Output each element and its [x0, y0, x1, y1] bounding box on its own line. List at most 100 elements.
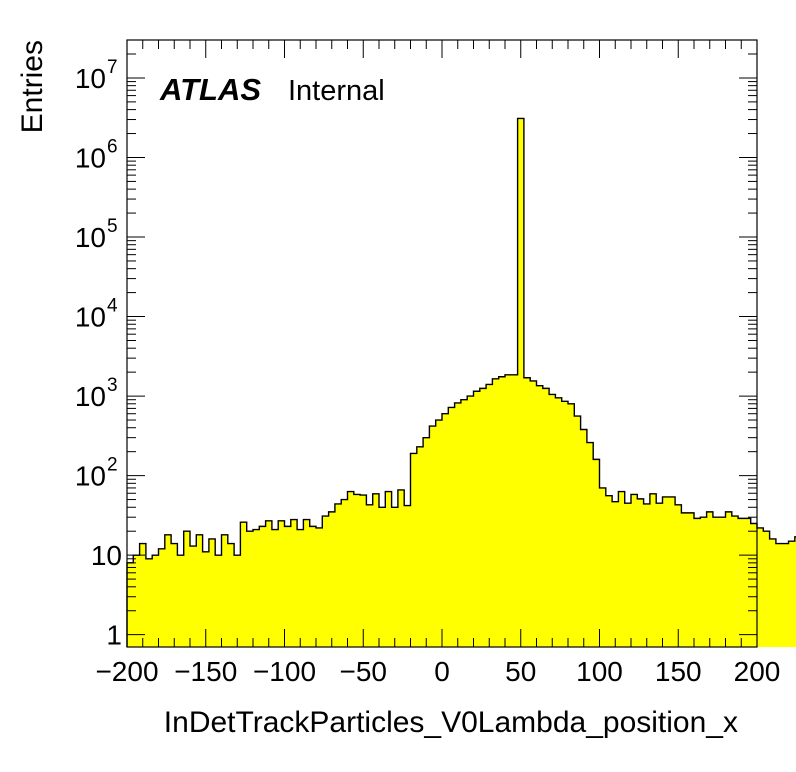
histogram-bin [574, 416, 581, 647]
histogram-bin [196, 534, 203, 647]
y-tick-exponent: 5 [107, 216, 118, 237]
histogram-bin [303, 519, 311, 647]
histogram-bin [738, 518, 745, 647]
x-tick-label: −150 [174, 656, 237, 687]
histogram-bin [316, 527, 323, 647]
histogram-bin [190, 546, 197, 647]
y-tick-exponent: 2 [107, 455, 118, 476]
histogram-bin [731, 516, 739, 647]
histogram-bin [700, 517, 707, 647]
x-tick-label: −200 [95, 656, 158, 687]
histogram-bin [530, 380, 537, 647]
histogram-bin [473, 391, 481, 647]
histogram-bin [328, 511, 336, 647]
histogram-bin [662, 496, 670, 647]
histogram-bin [202, 551, 210, 647]
histogram-bin [322, 516, 329, 647]
histogram-bin [675, 504, 682, 647]
histogram-bin [523, 377, 531, 647]
histogram-bin [631, 494, 638, 647]
x-axis-ticks [126, 40, 758, 647]
histogram-bin [404, 505, 411, 647]
histogram-bin [561, 401, 569, 647]
y-axis-ticks [127, 39, 757, 636]
histogram-bin [656, 503, 663, 647]
histogram-bin [712, 517, 720, 647]
histogram-bin [265, 520, 273, 647]
histogram-bin [284, 526, 292, 647]
histogram-bin [542, 388, 550, 647]
histogram-bin [385, 491, 392, 647]
histogram-bin [605, 495, 613, 647]
y-tick-label: 10 [75, 63, 106, 94]
histogram-bin [259, 526, 266, 647]
histogram-bin [668, 496, 676, 647]
x-tick-label: 200 [734, 656, 781, 687]
y-tick-exponent: 4 [107, 296, 118, 317]
histogram-bin [416, 446, 424, 647]
histogram-bin [763, 531, 770, 647]
histogram-bin [215, 555, 222, 647]
histogram-bin [788, 541, 796, 647]
histogram-bin [687, 512, 695, 647]
histogram-bin [290, 519, 298, 647]
histogram-bin [127, 562, 134, 647]
x-tick-label: 150 [655, 656, 702, 687]
histogram-bin [486, 384, 493, 647]
histogram-bin [794, 536, 796, 647]
histogram-bin [360, 495, 367, 647]
histogram-bin [498, 376, 506, 647]
histogram-bin [460, 399, 468, 647]
histogram-bin [782, 543, 789, 647]
histogram-bin [706, 511, 714, 647]
atlas-label: ATLAS [159, 72, 261, 107]
histogram-bin [555, 397, 563, 647]
histogram-bin [372, 493, 380, 647]
histogram-bin [234, 555, 241, 647]
y-tick-exponent: 6 [107, 136, 118, 157]
histogram-bin [278, 520, 285, 647]
histogram-bin [158, 548, 166, 647]
histogram-bin [549, 394, 556, 647]
histogram-bin [637, 498, 644, 647]
histogram-bin [517, 118, 525, 648]
histogram-bin [580, 429, 588, 647]
histogram-bin [133, 555, 140, 647]
histogram-bin [750, 523, 758, 647]
histogram-bin [221, 534, 229, 647]
histogram-bin [309, 526, 317, 647]
histogram-bin [448, 407, 455, 647]
histogram-bin [618, 491, 626, 647]
histogram-bin [423, 437, 430, 647]
histogram-bin [649, 493, 657, 647]
histogram-bin [271, 529, 279, 647]
histogram-bin [353, 494, 361, 647]
histogram-bin [725, 511, 733, 647]
histogram-bin [183, 531, 191, 647]
histogram-bin [227, 543, 235, 647]
histogram-bin [454, 402, 462, 647]
histogram-bin [341, 499, 348, 647]
histogram-bin [397, 489, 405, 647]
x-tick-label: −50 [340, 656, 388, 687]
y-tick-label: 10 [75, 461, 106, 492]
histogram-bin [536, 385, 544, 647]
histogram-bin [164, 534, 172, 647]
histogram-bin [694, 518, 701, 647]
histogram-bin [681, 512, 689, 647]
y-tick-label: 1 [106, 620, 122, 651]
histogram-bin [347, 491, 355, 647]
histogram-bin [769, 538, 777, 647]
histogram-bin [643, 503, 651, 647]
y-tick-exponent: 7 [107, 57, 118, 78]
histogram-bin [719, 517, 726, 647]
histogram-bin [599, 487, 607, 647]
histogram-bin [492, 378, 500, 647]
histogram-bin [366, 504, 374, 647]
histogram-bin [775, 543, 783, 647]
histogram-bin [297, 529, 304, 647]
histogram-bin [568, 403, 575, 647]
x-tick-label: 50 [505, 656, 536, 687]
